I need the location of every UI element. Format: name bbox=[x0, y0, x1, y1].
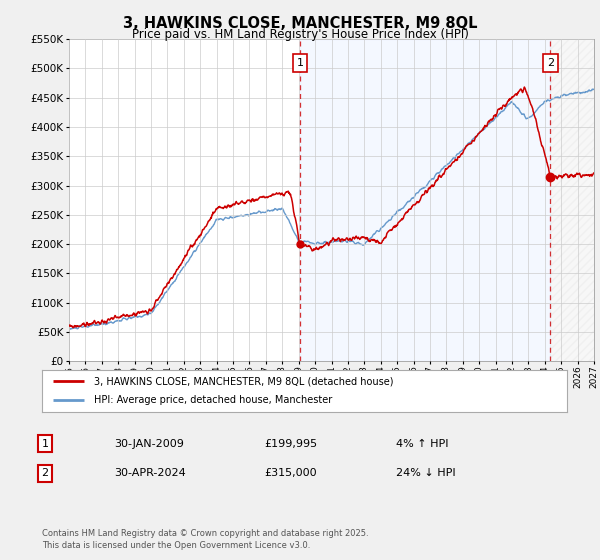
Text: 3, HAWKINS CLOSE, MANCHESTER, M9 8QL (detached house): 3, HAWKINS CLOSE, MANCHESTER, M9 8QL (de… bbox=[95, 376, 394, 386]
Text: 30-APR-2024: 30-APR-2024 bbox=[114, 468, 186, 478]
Text: £199,995: £199,995 bbox=[264, 438, 317, 449]
Text: 24% ↓ HPI: 24% ↓ HPI bbox=[396, 468, 455, 478]
Text: 2: 2 bbox=[41, 468, 49, 478]
Text: Contains HM Land Registry data © Crown copyright and database right 2025.
This d: Contains HM Land Registry data © Crown c… bbox=[42, 529, 368, 550]
Text: £315,000: £315,000 bbox=[264, 468, 317, 478]
Bar bbox=[300, 39, 550, 361]
Text: HPI: Average price, detached house, Manchester: HPI: Average price, detached house, Manc… bbox=[95, 395, 333, 405]
Text: 4% ↑ HPI: 4% ↑ HPI bbox=[396, 438, 449, 449]
Text: 30-JAN-2009: 30-JAN-2009 bbox=[114, 438, 184, 449]
Text: 2: 2 bbox=[547, 58, 554, 68]
Text: Price paid vs. HM Land Registry's House Price Index (HPI): Price paid vs. HM Land Registry's House … bbox=[131, 28, 469, 41]
Text: 1: 1 bbox=[41, 438, 49, 449]
Text: 1: 1 bbox=[296, 58, 304, 68]
Text: 3, HAWKINS CLOSE, MANCHESTER, M9 8QL: 3, HAWKINS CLOSE, MANCHESTER, M9 8QL bbox=[123, 16, 477, 31]
Bar bbox=[550, 39, 594, 361]
